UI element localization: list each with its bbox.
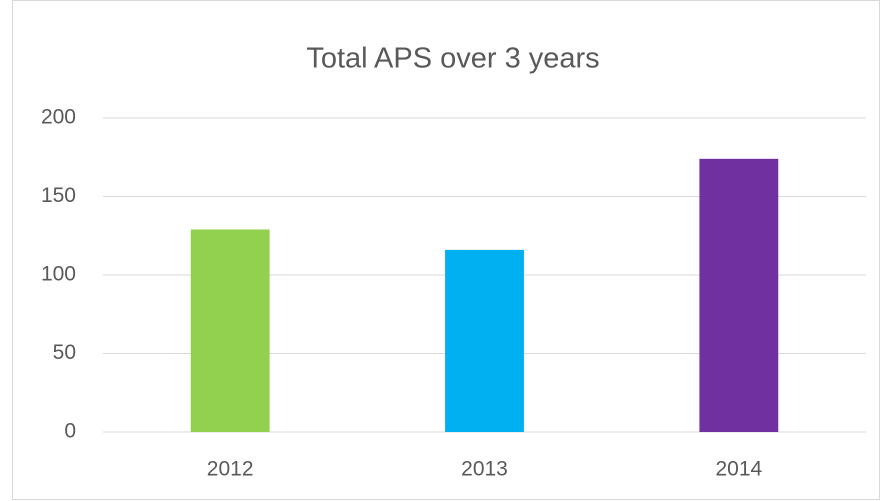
y-tick-label: 200 — [41, 106, 76, 129]
x-tick-label: 2014 — [715, 458, 762, 481]
bar — [445, 249, 524, 432]
chart-title: Total APS over 3 years — [306, 43, 599, 75]
bar — [699, 158, 779, 432]
x-tick-label: 2013 — [461, 458, 508, 481]
y-tick-label: 100 — [41, 263, 76, 286]
y-tick-label: 0 — [64, 420, 76, 443]
bar — [190, 229, 270, 432]
y-tick-label: 50 — [53, 341, 76, 364]
x-tick-label: 2012 — [207, 458, 254, 481]
y-tick-label: 150 — [41, 184, 76, 207]
